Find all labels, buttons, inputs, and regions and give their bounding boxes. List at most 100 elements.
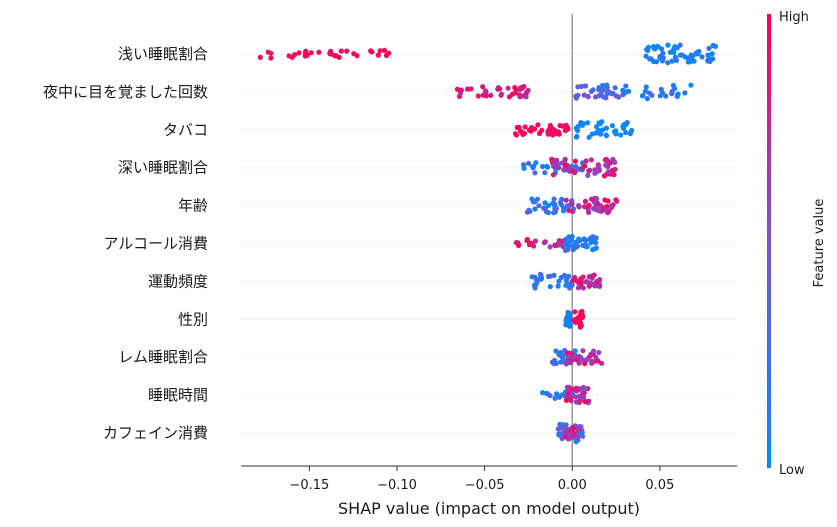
data-point bbox=[551, 210, 557, 216]
data-point bbox=[565, 244, 572, 250]
data-point bbox=[513, 132, 520, 138]
data-point bbox=[566, 207, 572, 214]
data-point bbox=[547, 284, 553, 290]
data-point bbox=[649, 92, 655, 98]
data-point bbox=[591, 199, 598, 205]
data-point bbox=[552, 243, 559, 249]
data-point bbox=[557, 421, 563, 427]
data-point bbox=[544, 391, 550, 397]
data-point bbox=[497, 86, 503, 92]
data-point bbox=[639, 93, 646, 99]
data-point bbox=[516, 124, 522, 131]
data-point bbox=[531, 126, 538, 132]
data-point bbox=[593, 130, 599, 136]
data-point bbox=[524, 236, 531, 243]
data-point bbox=[597, 277, 603, 283]
data-point bbox=[623, 129, 629, 136]
data-point bbox=[551, 196, 557, 202]
data-point bbox=[665, 60, 671, 66]
data-point bbox=[580, 433, 586, 439]
data-point bbox=[604, 90, 610, 96]
data-point bbox=[572, 158, 579, 164]
data-point bbox=[542, 200, 548, 206]
data-point bbox=[582, 163, 588, 169]
data-point bbox=[674, 92, 681, 98]
row-guide-lines bbox=[241, 53, 737, 434]
data-point bbox=[585, 94, 591, 100]
data-point bbox=[569, 201, 575, 207]
feature-label: カフェイン消費 bbox=[103, 424, 208, 442]
data-point bbox=[566, 322, 572, 328]
colorbar-low-label: Low bbox=[779, 463, 805, 478]
x-tick-label: 0.00 bbox=[558, 478, 587, 493]
feature-label: 性別 bbox=[178, 310, 208, 328]
feature-label: アルコール消費 bbox=[103, 235, 208, 253]
feature-labels: 浅い睡眠割合夜中に目を覚ました回数タバコ深い睡眠割合年齢アルコール消費運動頻度性… bbox=[43, 45, 208, 442]
data-point bbox=[603, 162, 609, 168]
data-point bbox=[565, 391, 572, 397]
data-point bbox=[582, 204, 588, 210]
data-point bbox=[655, 43, 661, 50]
x-tick-label: 0.05 bbox=[645, 478, 674, 493]
data-point bbox=[578, 309, 584, 315]
data-point bbox=[566, 435, 573, 441]
data-point bbox=[534, 196, 541, 202]
data-point bbox=[665, 42, 671, 48]
data-point bbox=[488, 92, 494, 98]
data-point bbox=[545, 129, 551, 135]
data-point bbox=[458, 87, 464, 93]
data-point bbox=[669, 58, 675, 64]
data-point bbox=[482, 88, 489, 94]
data-point bbox=[643, 84, 649, 90]
data-point bbox=[576, 203, 582, 209]
data-point bbox=[580, 285, 587, 291]
data-point bbox=[381, 47, 388, 54]
data-point bbox=[566, 234, 572, 240]
data-point bbox=[659, 90, 665, 96]
data-point bbox=[612, 166, 618, 172]
data-point bbox=[586, 202, 592, 209]
data-point bbox=[533, 160, 539, 166]
data-point bbox=[610, 157, 616, 164]
data-point bbox=[626, 88, 632, 94]
data-point bbox=[598, 128, 604, 134]
data-point bbox=[554, 391, 560, 397]
data-point bbox=[333, 53, 340, 59]
data-point bbox=[689, 53, 696, 60]
data-point bbox=[642, 88, 649, 94]
data-point bbox=[580, 121, 587, 127]
data-point bbox=[517, 94, 523, 100]
data-point bbox=[612, 129, 618, 135]
data-point bbox=[512, 85, 518, 91]
data-point bbox=[566, 427, 572, 433]
data-point bbox=[567, 360, 574, 366]
data-point bbox=[344, 48, 350, 54]
feature-label: 年齢 bbox=[178, 197, 208, 215]
data-point bbox=[498, 92, 504, 98]
data-point bbox=[610, 90, 616, 97]
data-point bbox=[556, 426, 563, 432]
data-point bbox=[678, 52, 684, 58]
data-point bbox=[536, 130, 543, 136]
data-point bbox=[618, 132, 624, 138]
feature-label: 浅い睡眠割合 bbox=[118, 45, 208, 63]
data-point bbox=[582, 399, 588, 405]
data-point bbox=[663, 93, 669, 99]
data-point bbox=[600, 94, 607, 100]
data-point bbox=[593, 240, 599, 246]
data-point bbox=[556, 432, 562, 438]
data-point bbox=[521, 130, 528, 136]
data-point bbox=[559, 353, 566, 359]
feature-label: レム睡眠割合 bbox=[118, 348, 208, 366]
data-point bbox=[580, 384, 587, 390]
data-point bbox=[605, 169, 612, 175]
data-point bbox=[688, 82, 694, 88]
data-point bbox=[592, 94, 599, 100]
data-point bbox=[595, 283, 601, 289]
data-point bbox=[603, 125, 610, 131]
data-point bbox=[659, 56, 665, 63]
data-point bbox=[673, 57, 680, 64]
data-point bbox=[648, 56, 654, 62]
x-tick-label: −0.15 bbox=[289, 478, 329, 493]
